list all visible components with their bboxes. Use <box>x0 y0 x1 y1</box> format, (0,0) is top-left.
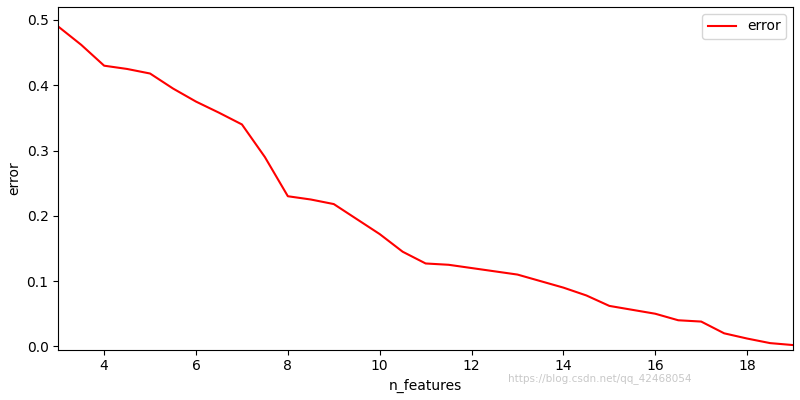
error <box>214 110 224 115</box>
error <box>237 122 246 127</box>
error <box>283 194 293 199</box>
Legend: error: error <box>702 14 786 39</box>
error <box>260 155 270 160</box>
error <box>54 24 63 29</box>
error <box>76 42 86 47</box>
error <box>352 217 362 222</box>
error <box>398 249 407 254</box>
error <box>146 71 155 76</box>
error <box>697 319 706 324</box>
error <box>421 261 430 266</box>
error <box>536 279 546 284</box>
error <box>306 197 316 202</box>
Text: https://blog.csdn.net/qq_42468054: https://blog.csdn.net/qq_42468054 <box>508 373 691 384</box>
error <box>558 285 568 290</box>
error <box>582 293 591 298</box>
error <box>513 272 522 277</box>
error <box>432 262 442 266</box>
X-axis label: n_features: n_features <box>389 379 462 393</box>
error <box>650 311 660 316</box>
error <box>490 269 499 274</box>
error <box>375 232 385 236</box>
error <box>719 331 729 336</box>
error <box>788 343 798 348</box>
error <box>191 99 201 104</box>
Line: error: error <box>58 26 793 345</box>
error <box>674 318 683 323</box>
error <box>99 63 109 68</box>
error <box>605 304 614 308</box>
error <box>168 86 178 91</box>
error <box>627 308 637 312</box>
error <box>766 341 775 346</box>
error <box>742 336 752 341</box>
error <box>329 202 338 206</box>
error <box>466 266 476 270</box>
Y-axis label: error: error <box>7 162 21 195</box>
error <box>122 66 132 71</box>
error <box>444 262 454 267</box>
